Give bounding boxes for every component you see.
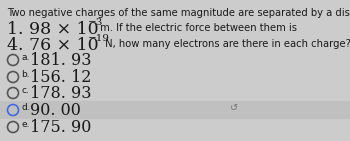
Text: b.: b. — [21, 70, 30, 79]
Text: 156. 12: 156. 12 — [29, 69, 91, 86]
Text: 181. 93: 181. 93 — [29, 52, 91, 69]
Text: −3: −3 — [88, 18, 103, 27]
Text: d.: d. — [21, 103, 30, 112]
Text: −19: −19 — [88, 34, 110, 43]
Text: c.: c. — [21, 86, 29, 95]
Text: N, how many electrons are there in each charge?: N, how many electrons are there in each … — [102, 39, 350, 49]
Text: Two negative charges of the same magnitude are separated by a distance of: Two negative charges of the same magnitu… — [7, 8, 350, 18]
Text: m. If the electric force between them is: m. If the electric force between them is — [97, 23, 297, 33]
Text: e.: e. — [21, 120, 30, 129]
Text: 1. 98 × 10: 1. 98 × 10 — [7, 21, 99, 38]
Text: 4. 76 × 10: 4. 76 × 10 — [7, 37, 99, 54]
Text: 175. 90: 175. 90 — [29, 119, 91, 136]
Text: ↺: ↺ — [230, 103, 238, 113]
Text: 178. 93: 178. 93 — [29, 85, 91, 102]
FancyBboxPatch shape — [0, 101, 350, 119]
Text: 90. 00: 90. 00 — [29, 102, 81, 119]
Text: a.: a. — [21, 53, 30, 62]
